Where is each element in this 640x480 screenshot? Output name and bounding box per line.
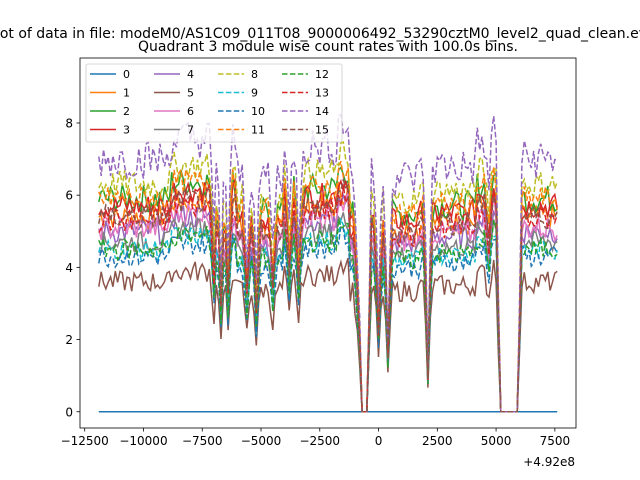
legend-label-8: 8 [251, 68, 258, 81]
legend-label-11: 11 [251, 124, 265, 137]
series-line-13 [98, 184, 558, 413]
legend-label-3: 3 [123, 124, 130, 137]
chart-title: Quadrant 3 module wise count rates with … [138, 39, 518, 55]
series-line-9 [98, 216, 558, 413]
x-tick-label: −12500 [61, 434, 109, 448]
y-tick-label: 6 [65, 189, 73, 203]
series-line-4 [98, 192, 558, 413]
x-tick-label: −7500 [182, 434, 223, 448]
legend-label-1: 1 [123, 87, 130, 100]
series-line-11 [98, 160, 558, 413]
legend-label-4: 4 [187, 68, 194, 81]
legend-label-0: 0 [123, 68, 130, 81]
series-line-8 [98, 141, 558, 413]
series-line-5 [98, 257, 558, 413]
legend-box [85, 63, 343, 143]
series-layer [98, 114, 558, 413]
legend-label-12: 12 [315, 68, 329, 81]
x-tick-label: −5000 [241, 434, 282, 448]
plot-frame [79, 57, 577, 429]
x-tick-label: 2500 [422, 434, 453, 448]
legend-label-2: 2 [123, 105, 130, 118]
suptitle: Plot of data in file: modeM0/AS1C09_011T… [0, 26, 640, 42]
series-line-12 [98, 218, 558, 413]
legend-label-15: 15 [315, 124, 329, 137]
y-tick-label: 0 [65, 405, 73, 419]
x-tick-label: −10000 [119, 434, 167, 448]
legend-label-13: 13 [315, 87, 329, 100]
x-tick-label: 0 [375, 434, 383, 448]
x-axis: −12500 −10000 −7500 −5000 −2500 0 2500 5000 7500 [61, 428, 571, 448]
series-line-7 [98, 212, 558, 413]
legend-label-9: 9 [251, 87, 258, 100]
y-tick-label: 4 [65, 261, 73, 275]
y-tick-label: 8 [65, 116, 73, 130]
y-tick-label: 2 [65, 333, 73, 347]
legend-label-7: 7 [187, 124, 194, 137]
series-line-14 [98, 114, 558, 413]
series-line-15 [98, 176, 558, 413]
x-tick-label: 5000 [481, 434, 512, 448]
legend-label-5: 5 [187, 87, 194, 100]
x-offset-label: +4.92e8 [523, 455, 575, 469]
series-line-6 [98, 192, 558, 413]
legend-label-6: 6 [187, 105, 194, 118]
y-axis: 0 2 4 6 8 [65, 116, 80, 419]
legend-label-14: 14 [315, 105, 329, 118]
x-tick-label: −2500 [299, 434, 340, 448]
x-tick-label: 7500 [540, 434, 571, 448]
legend-label-10: 10 [251, 105, 265, 118]
